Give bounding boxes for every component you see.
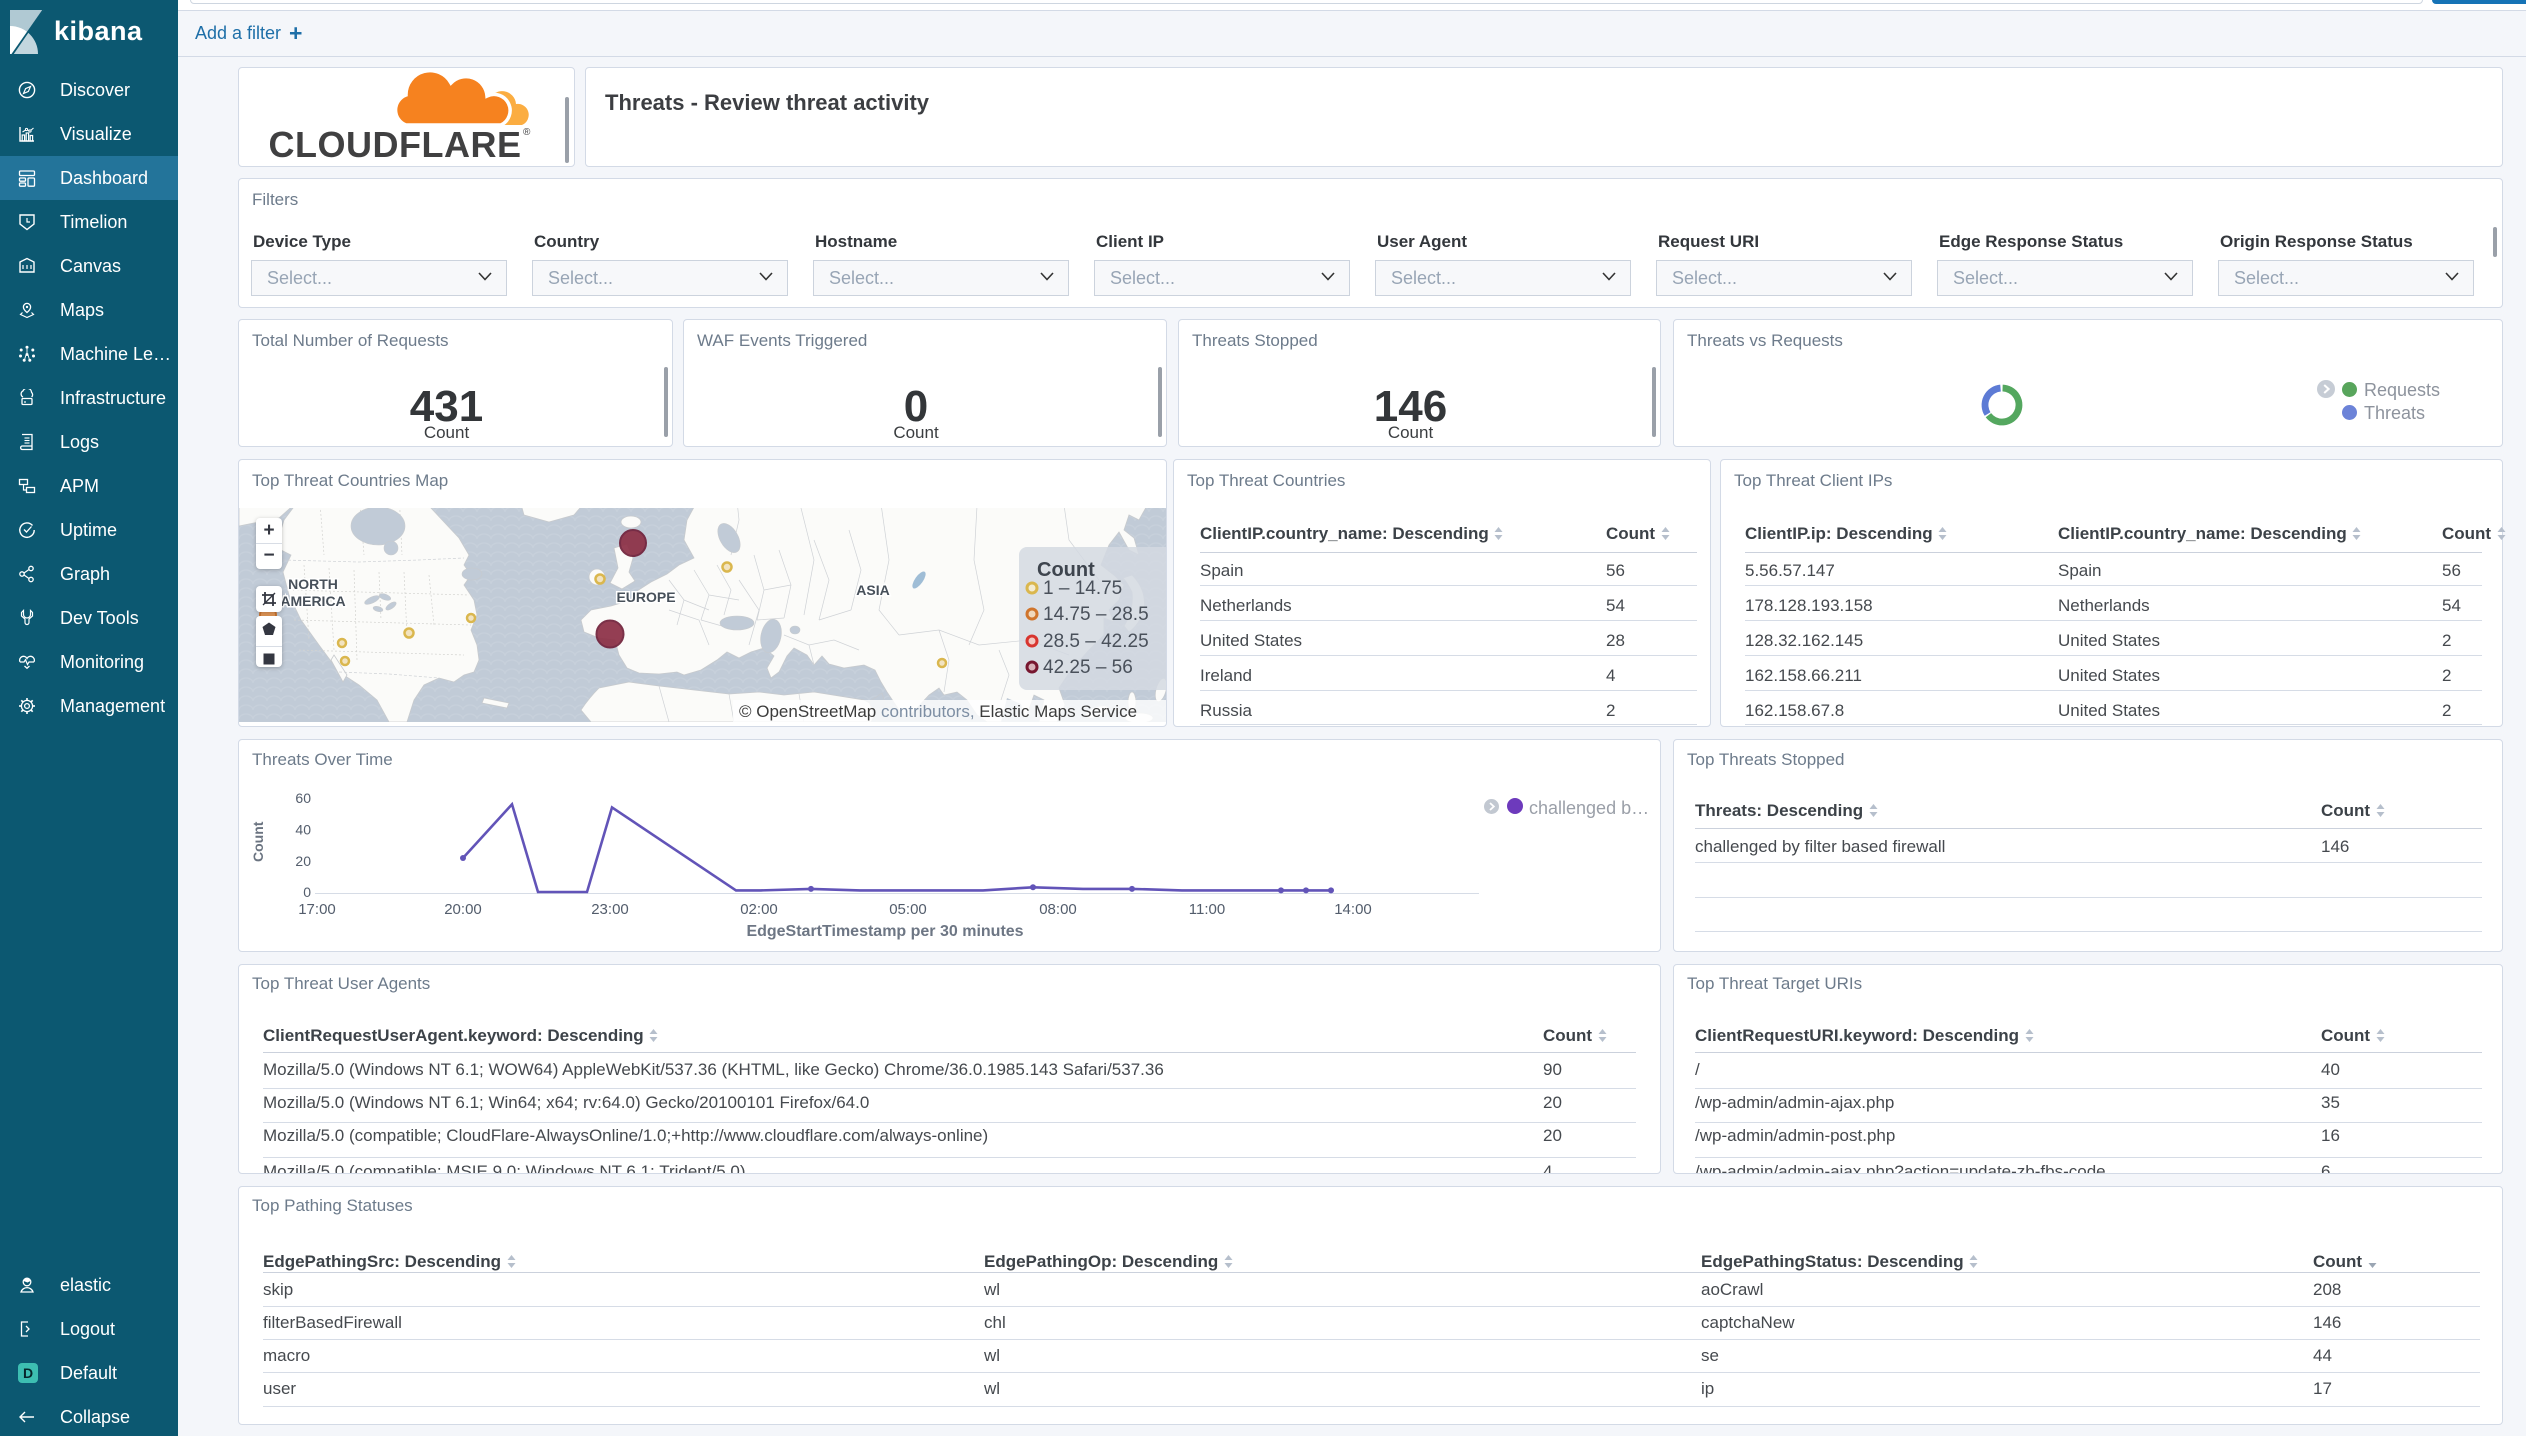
svg-text:11:00: 11:00	[1189, 901, 1225, 918]
svg-text:®: ®	[523, 127, 531, 138]
svg-text:© OpenStreetMap contributors,: © OpenStreetMap contributors, Elastic Ma…	[739, 702, 1137, 721]
svg-text:20: 20	[295, 853, 311, 869]
svg-text:AMERICA: AMERICA	[280, 593, 345, 609]
svg-text:Count: Count	[1037, 559, 1095, 581]
svg-text:0: 0	[303, 884, 311, 900]
svg-text:Count: Count	[250, 821, 266, 862]
svg-text:05:00: 05:00	[889, 901, 927, 918]
svg-text:02:00: 02:00	[740, 901, 778, 918]
svg-text:20:00: 20:00	[444, 901, 482, 918]
svg-text:23:00: 23:00	[591, 901, 629, 918]
svg-text:60: 60	[295, 790, 311, 806]
svg-text:42.25 – 56: 42.25 – 56	[1043, 657, 1133, 678]
svg-text:ASIA: ASIA	[856, 582, 889, 598]
svg-text:D: D	[23, 1365, 33, 1381]
svg-text:08:00: 08:00	[1039, 901, 1077, 918]
svg-text:28.5 – 42.25: 28.5 – 42.25	[1043, 631, 1149, 652]
svg-text:CLOUDFLARE: CLOUDFLARE	[269, 124, 522, 165]
svg-text:14.75 – 28.5: 14.75 – 28.5	[1043, 604, 1149, 625]
svg-text:EUROPE: EUROPE	[616, 589, 675, 605]
svg-text:1 – 14.75: 1 – 14.75	[1043, 578, 1122, 599]
svg-text:17:00: 17:00	[298, 901, 336, 918]
svg-text:NORTH: NORTH	[288, 576, 338, 592]
svg-text:40: 40	[295, 822, 311, 838]
svg-text:14:00: 14:00	[1334, 901, 1372, 918]
svg-text:EdgeStartTimestamp per 30 minu: EdgeStartTimestamp per 30 minutes	[746, 923, 1023, 940]
